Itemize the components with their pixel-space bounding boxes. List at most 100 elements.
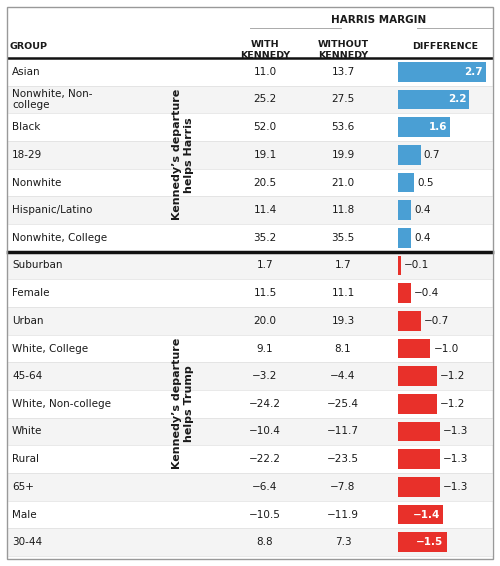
Text: 8.1: 8.1 — [334, 344, 351, 354]
Text: 1.7: 1.7 — [334, 260, 351, 271]
Bar — [398, 62, 486, 82]
Bar — [8, 141, 492, 169]
Text: 20.0: 20.0 — [254, 316, 276, 326]
Text: −1.2: −1.2 — [440, 371, 466, 381]
Text: −1.4: −1.4 — [413, 509, 440, 520]
Text: −1.3: −1.3 — [443, 454, 468, 464]
Bar — [398, 366, 437, 386]
Text: 1.7: 1.7 — [256, 260, 274, 271]
Text: −1.0: −1.0 — [434, 344, 458, 354]
Text: 18-29: 18-29 — [12, 150, 42, 160]
Text: Nonwhite: Nonwhite — [12, 178, 62, 187]
Text: Suburban: Suburban — [12, 260, 62, 271]
Text: 1.6: 1.6 — [428, 122, 447, 132]
Bar — [398, 311, 420, 331]
Bar — [8, 85, 492, 113]
Bar — [398, 394, 437, 414]
Text: Asian: Asian — [12, 67, 40, 77]
Text: White: White — [12, 427, 42, 436]
Bar — [398, 283, 411, 303]
Text: 21.0: 21.0 — [332, 178, 354, 187]
Text: 11.1: 11.1 — [332, 288, 354, 298]
Bar — [398, 117, 450, 137]
Bar — [398, 338, 430, 358]
Text: White, Non-college: White, Non-college — [12, 399, 111, 409]
Text: WITHOUT
KENNEDY: WITHOUT KENNEDY — [318, 40, 368, 60]
Text: Nonwhite, College: Nonwhite, College — [12, 233, 107, 243]
Bar — [398, 532, 446, 552]
Bar — [8, 252, 492, 280]
Text: −11.9: −11.9 — [327, 509, 359, 520]
Text: −24.2: −24.2 — [249, 399, 281, 409]
Bar — [8, 473, 492, 501]
Text: Male: Male — [12, 509, 36, 520]
Bar — [398, 173, 414, 192]
Text: 19.1: 19.1 — [254, 150, 276, 160]
Bar — [8, 280, 492, 307]
Text: −10.4: −10.4 — [249, 427, 281, 436]
Text: GROUP: GROUP — [10, 42, 48, 51]
Text: Kennedy’s departure
helps Trump: Kennedy’s departure helps Trump — [172, 338, 194, 469]
Text: Urban: Urban — [12, 316, 44, 326]
Bar — [8, 418, 492, 445]
Text: −0.7: −0.7 — [424, 316, 449, 326]
Text: −23.5: −23.5 — [327, 454, 359, 464]
Bar — [8, 362, 492, 390]
Text: 20.5: 20.5 — [254, 178, 276, 187]
Bar — [8, 58, 492, 85]
Text: 0.4: 0.4 — [414, 233, 430, 243]
Text: −1.5: −1.5 — [416, 537, 444, 547]
Text: 19.3: 19.3 — [332, 316, 354, 326]
Text: 9.1: 9.1 — [256, 344, 274, 354]
Text: 35.2: 35.2 — [254, 233, 276, 243]
Bar — [8, 528, 492, 556]
Bar — [398, 477, 440, 497]
Text: −10.5: −10.5 — [249, 509, 281, 520]
Bar — [398, 422, 440, 441]
Text: WITH
KENNEDY: WITH KENNEDY — [240, 40, 290, 60]
Bar — [8, 445, 492, 473]
Text: Hispanic/Latino: Hispanic/Latino — [12, 205, 92, 215]
Text: 35.5: 35.5 — [332, 233, 354, 243]
Text: −6.4: −6.4 — [252, 482, 278, 492]
Bar — [398, 504, 444, 525]
Text: 0.7: 0.7 — [424, 150, 440, 160]
Text: 7.3: 7.3 — [334, 537, 351, 547]
Text: −1.2: −1.2 — [440, 399, 466, 409]
Text: 2.7: 2.7 — [464, 67, 482, 77]
Text: −22.2: −22.2 — [249, 454, 281, 464]
Text: Rural: Rural — [12, 454, 39, 464]
Bar — [8, 196, 492, 224]
Text: 19.9: 19.9 — [332, 150, 354, 160]
Bar — [398, 89, 469, 109]
Text: −7.8: −7.8 — [330, 482, 355, 492]
Text: 52.0: 52.0 — [254, 122, 276, 132]
Text: HARRIS MARGIN: HARRIS MARGIN — [331, 15, 426, 25]
Text: 25.2: 25.2 — [254, 95, 276, 105]
Text: 30-44: 30-44 — [12, 537, 42, 547]
Bar — [8, 390, 492, 418]
Bar — [8, 501, 492, 528]
Bar — [398, 200, 411, 220]
Text: 2.2: 2.2 — [448, 95, 466, 105]
Text: −1.3: −1.3 — [443, 427, 468, 436]
Text: Female: Female — [12, 288, 50, 298]
Text: 11.8: 11.8 — [332, 205, 354, 215]
Text: Kennedy’s departure
helps Harris: Kennedy’s departure helps Harris — [172, 89, 194, 221]
Text: 8.8: 8.8 — [256, 537, 274, 547]
Text: 11.0: 11.0 — [254, 67, 276, 77]
Text: −3.2: −3.2 — [252, 371, 278, 381]
Text: −1.3: −1.3 — [443, 482, 468, 492]
Text: −11.7: −11.7 — [327, 427, 359, 436]
Bar — [398, 228, 411, 248]
Text: Nonwhite, Non-
college: Nonwhite, Non- college — [12, 89, 92, 110]
Text: Black: Black — [12, 122, 40, 132]
Text: White, College: White, College — [12, 344, 88, 354]
Bar — [8, 113, 492, 141]
Bar — [8, 335, 492, 362]
Text: 0.4: 0.4 — [414, 205, 430, 215]
Text: −0.4: −0.4 — [414, 288, 439, 298]
Text: 45-64: 45-64 — [12, 371, 42, 381]
Bar — [398, 449, 440, 469]
Text: −25.4: −25.4 — [327, 399, 359, 409]
